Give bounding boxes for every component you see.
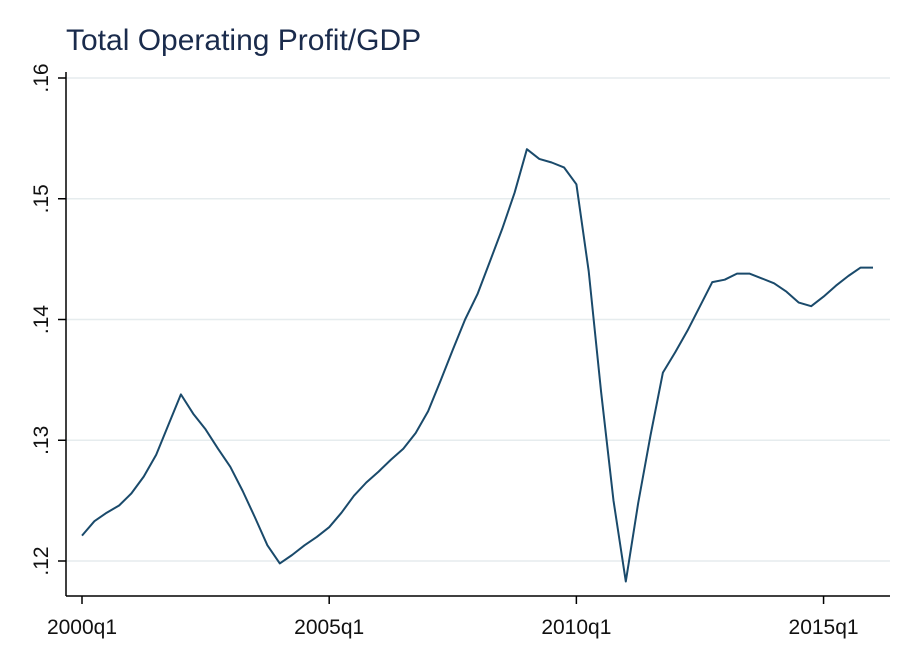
x-ticks: 2000q1 2005q1 2010q1 2015q1 [47,596,859,639]
y-tick-label-0: .12 [30,546,53,575]
series-line-operating-profit-gdp [81,148,873,583]
x-tick-label-2: 2010q1 [541,616,611,639]
x-tick-label-1: 2005q1 [294,616,364,639]
chart-title: Total Operating Profit/GDP [66,24,422,57]
y-tick-label-3: .15 [30,184,53,213]
y-tick-label-1: .13 [30,426,53,455]
y-tick-label-4: .16 [30,63,53,92]
y-tick-label-2: .14 [30,305,53,335]
y-ticks: .12 .13 .14 .15 .16 [30,63,66,576]
x-tick-label-3: 2015q1 [789,616,859,639]
gridlines [66,77,890,562]
x-tick-label-0: 2000q1 [47,616,117,639]
